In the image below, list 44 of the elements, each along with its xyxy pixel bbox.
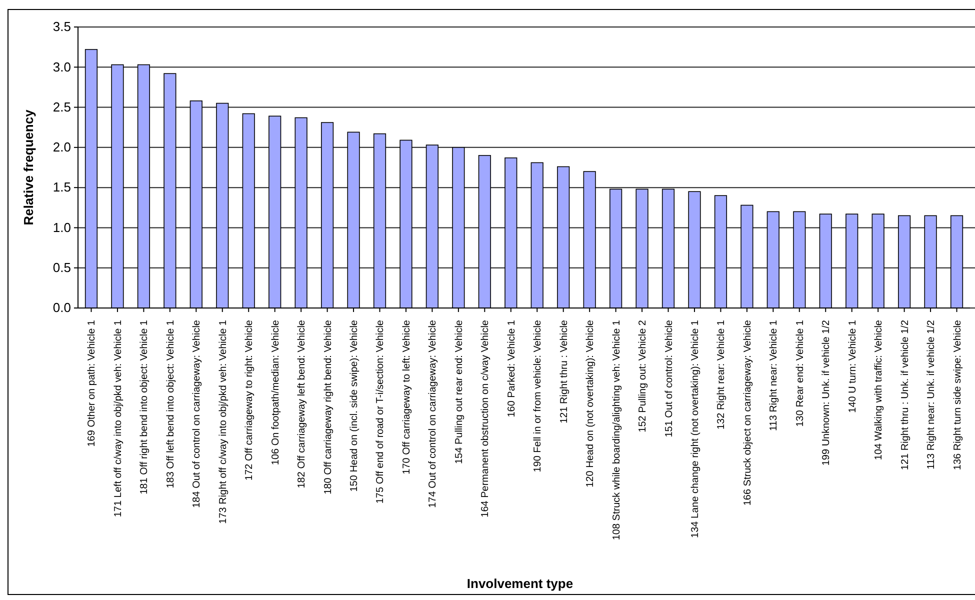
x-tick-label: 166 Struck object on carriageway: Vehicle bbox=[742, 320, 754, 506]
y-tick-label: 1.0 bbox=[52, 220, 71, 235]
x-tick-label: 154 Pulling out rear end: Vehicle bbox=[454, 320, 465, 464]
x-tick-label: 132 Right rear: Vehicle 1 bbox=[716, 320, 728, 430]
x-tick-label: 150 Head on (incl. side swipe): Vehicle bbox=[349, 320, 360, 492]
x-tick-label: 173 Right off c/way into obj/pkd veh: Vehicle 1 bbox=[218, 320, 229, 524]
x-tick-label: 170 Off carriageway to left: Vehicle bbox=[401, 320, 412, 474]
x-tick-label: 121 Right thru : Unk. if vehicle 1/2 bbox=[900, 320, 911, 470]
x-tick-label: 184 Out of control on carriageway: Vehicle bbox=[192, 320, 203, 508]
x-tick-label: 171 Left off c/way into obj/pkd veh: Vehicle 1 bbox=[112, 320, 124, 518]
x-tick-label: 181 Off right bend into object: Vehicle 1 bbox=[139, 320, 150, 494]
x-tick-label: 174 Out of control on carriageway: Vehicle bbox=[428, 320, 439, 508]
x-tick-label: 136 Right turn side swipe: Vehicle bbox=[952, 320, 964, 470]
x-tick-label: 113 Right near: Unk. if vehicle 1/2 bbox=[926, 320, 938, 470]
y-tick-label: 2.0 bbox=[52, 140, 71, 155]
y-tick-label: 0.0 bbox=[52, 300, 71, 316]
x-tick-label: 108 Struck while boarding/alighting veh: Vehicle 1 bbox=[611, 320, 622, 540]
x-tick-label: 113 Right near: Vehicle 1 bbox=[768, 320, 780, 432]
x-tick-label: 172 Off carriageway to right: Vehicle bbox=[244, 320, 256, 480]
y-tick-label: 3.5 bbox=[52, 19, 71, 34]
x-tick-label: 183 Off left bend into object: Vehicle 1 bbox=[165, 320, 176, 488]
y-tick-label: 2.5 bbox=[52, 99, 71, 114]
x-tick-label: 130 Rear end: Vehicle 1 bbox=[794, 320, 806, 427]
x-tick-label: 151 Out of control: Vehicle bbox=[664, 320, 675, 438]
x-tick-label: 134 Lane change right (not overtaking): Vehicle 1 bbox=[690, 320, 701, 538]
x-tick-label: 169 Other on path: Vehicle 1 bbox=[86, 320, 98, 447]
y-tick-label: 1.5 bbox=[52, 180, 71, 195]
y-tick-label: 0.5 bbox=[52, 260, 71, 276]
x-tick-label: 199 Unknown: Unk. if vehicle 1/2 bbox=[821, 320, 832, 466]
x-tick-label: 164 Permanent obstruction on c/way Vehicle bbox=[480, 320, 492, 518]
x-tick-label: 180 Off carriageway right bend: Vehicle bbox=[322, 320, 334, 494]
x-tick-label: 120 Head on (not overtaking): Vehicle bbox=[585, 320, 596, 488]
x-axis-title: Involvement type bbox=[466, 576, 574, 591]
x-tick-label: 140 U turn: Vehicle 1 bbox=[847, 320, 858, 413]
x-tick-label: 106 On footpath/median: Vehicle bbox=[270, 320, 282, 466]
y-tick-label: 3.0 bbox=[52, 59, 71, 74]
x-tick-label: 104 Walking with traffic: Vehicle bbox=[874, 320, 885, 460]
y-axis-title: Relative frequency bbox=[21, 108, 36, 226]
x-tick-label: 190 Fell in or from vehicle: Vehicle bbox=[532, 320, 544, 472]
x-tick-label: 160 Parked: Vehicle 1 bbox=[506, 320, 518, 418]
x-tick-label: 175 Off end of road or T-i/section: Vehicle bbox=[375, 320, 386, 504]
x-tick-label: 182 Off carriageway left bend: Vehicle bbox=[296, 320, 308, 488]
x-tick-label: 152 Pulling out: Vehicle 2 bbox=[638, 320, 649, 432]
x-tick-label: 121 Right thru : Vehicle bbox=[558, 320, 570, 424]
